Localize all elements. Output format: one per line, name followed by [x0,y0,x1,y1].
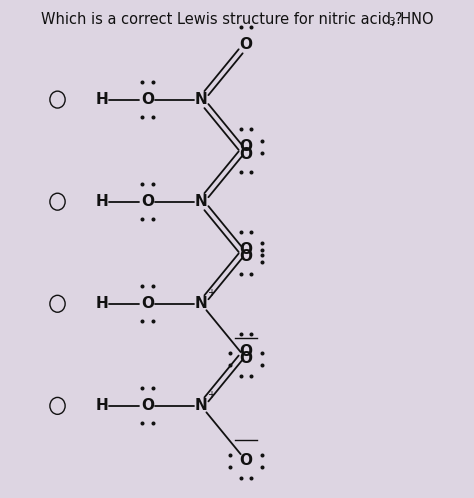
Text: H: H [96,296,109,311]
Text: O: O [239,139,253,154]
Text: +: + [207,390,215,400]
Text: H: H [96,398,109,413]
Text: O: O [239,37,253,52]
Text: H: H [96,194,109,209]
Text: O: O [141,194,154,209]
Text: Which is a correct Lewis structure for nitric acid, HNO: Which is a correct Lewis structure for n… [41,12,433,27]
Text: O: O [141,296,154,311]
Text: 3: 3 [388,17,394,27]
Text: ?: ? [394,12,402,27]
Text: O: O [141,398,154,413]
Text: O: O [239,351,253,366]
Text: O: O [239,147,253,162]
Text: O: O [239,242,253,256]
Text: N: N [195,194,208,209]
Text: O: O [239,453,253,468]
Text: O: O [141,92,154,107]
Text: N: N [195,398,208,413]
Text: O: O [239,344,253,359]
Text: N: N [195,296,208,311]
Text: N: N [195,92,208,107]
Text: O: O [239,249,253,264]
Text: +: + [207,288,215,298]
Text: H: H [96,92,109,107]
